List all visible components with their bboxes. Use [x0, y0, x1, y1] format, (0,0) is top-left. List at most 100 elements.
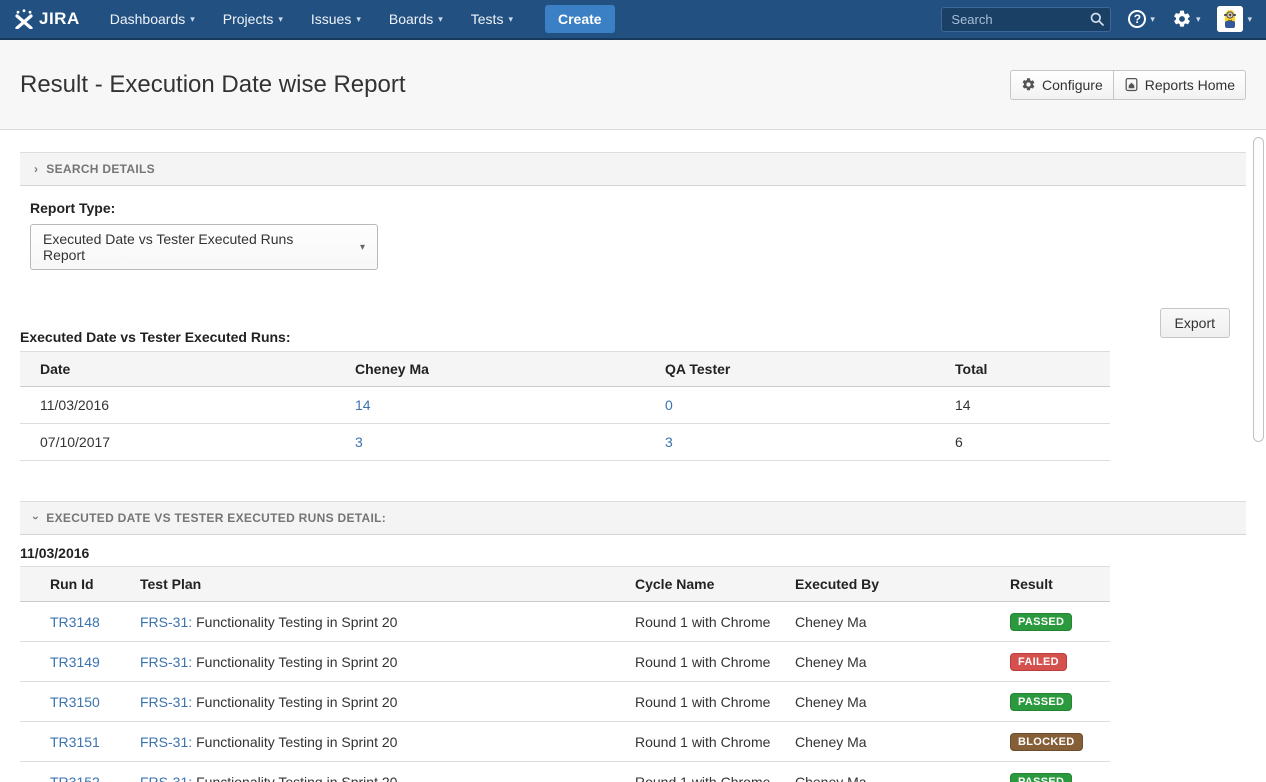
- chevron-down-icon: ▾: [508, 15, 513, 24]
- create-button[interactable]: Create: [545, 5, 615, 33]
- summary-date: 11/03/2016: [20, 387, 345, 424]
- run-count-link[interactable]: 3: [665, 434, 673, 450]
- chevron-down-icon: ▾: [360, 242, 365, 253]
- nav-item-dashboards[interactable]: Dashboards ▾: [96, 0, 209, 38]
- run-count-link[interactable]: 14: [355, 397, 371, 413]
- table-row: TR3150 FRS-31:Functionality Testing in S…: [20, 682, 1110, 722]
- chevron-down-icon: ▾: [438, 15, 443, 24]
- nav-item-label: Tests: [471, 11, 504, 27]
- detail-section-toggle[interactable]: › EXECUTED DATE VS TESTER EXECUTED RUNS …: [20, 501, 1246, 535]
- nav-right-tools: ? ▾ ▾ ▾: [941, 6, 1252, 32]
- test-plan-name: Functionality Testing in Sprint 20: [196, 694, 397, 710]
- executed-by: Cheney Ma: [785, 602, 1000, 642]
- gear-icon: [1172, 9, 1192, 29]
- nav-item-tests[interactable]: Tests ▾: [457, 0, 527, 38]
- column-header-total: Total: [945, 352, 1110, 387]
- summary-table: Date Cheney Ma QA Tester Total 11/03/201…: [20, 351, 1110, 461]
- report-type-label: Report Type:: [30, 200, 1246, 216]
- test-plan-link[interactable]: FRS-31:: [140, 734, 192, 750]
- report-type-field: Report Type: Executed Date vs Tester Exe…: [30, 200, 1246, 270]
- main-content: › SEARCH DETAILS Report Type: Executed D…: [0, 152, 1266, 782]
- chevron-down-icon: ▾: [356, 15, 361, 24]
- gear-icon: [1021, 77, 1036, 92]
- user-menu[interactable]: ▾: [1217, 6, 1252, 32]
- nav-item-label: Projects: [223, 11, 274, 27]
- summary-total: 6: [945, 424, 1110, 461]
- reports-home-icon: [1124, 77, 1139, 92]
- summary-date: 07/10/2017: [20, 424, 345, 461]
- detail-table: Run Id Test Plan Cycle Name Executed By …: [20, 566, 1110, 782]
- column-header-executed-by: Executed By: [785, 567, 1000, 602]
- test-plan-link[interactable]: FRS-31:: [140, 614, 192, 630]
- report-type-select[interactable]: Executed Date vs Tester Executed Runs Re…: [30, 224, 378, 270]
- cycle-name: Round 1 with Chrome: [625, 642, 785, 682]
- detail-group-date: 11/03/2016: [20, 545, 1246, 561]
- table-row: TR3152 FRS-31:Functionality Testing in S…: [20, 762, 1110, 782]
- status-badge: PASSED: [1010, 773, 1072, 782]
- test-plan-name: Functionality Testing in Sprint 20: [196, 734, 397, 750]
- settings-menu[interactable]: ▾: [1172, 9, 1201, 29]
- header-button-group: Configure Reports Home: [1010, 70, 1246, 100]
- table-row: TR3151 FRS-31:Functionality Testing in S…: [20, 722, 1110, 762]
- detail-header-row: Run Id Test Plan Cycle Name Executed By …: [20, 567, 1110, 602]
- table-row: 07/10/2017 3 3 6: [20, 424, 1110, 461]
- vertical-scrollbar-thumb[interactable]: [1253, 137, 1264, 442]
- cycle-name: Round 1 with Chrome: [625, 682, 785, 722]
- table-row: TR3148 FRS-31:Functionality Testing in S…: [20, 602, 1110, 642]
- run-id-link[interactable]: TR3151: [50, 734, 100, 750]
- top-navigation-bar: JIRA Dashboards ▾ Projects ▾ Issues ▾ Bo…: [0, 0, 1266, 40]
- column-header-result: Result: [1000, 567, 1110, 602]
- column-header-qa-tester: QA Tester: [655, 352, 945, 387]
- jira-logo[interactable]: JIRA: [14, 9, 80, 29]
- avatar: [1217, 6, 1243, 32]
- jira-logo-icon: [14, 9, 34, 29]
- run-id-link[interactable]: TR3148: [50, 614, 100, 630]
- configure-button[interactable]: Configure: [1010, 70, 1113, 100]
- search-input[interactable]: [941, 7, 1111, 32]
- executed-by: Cheney Ma: [785, 722, 1000, 762]
- test-plan-link[interactable]: FRS-31:: [140, 774, 192, 782]
- run-id-link[interactable]: TR3152: [50, 774, 100, 782]
- nav-item-issues[interactable]: Issues ▾: [297, 0, 375, 38]
- jira-logo-text: JIRA: [39, 9, 80, 29]
- nav-item-projects[interactable]: Projects ▾: [209, 0, 297, 38]
- run-count-link[interactable]: 0: [665, 397, 673, 413]
- nav-item-boards[interactable]: Boards ▾: [375, 0, 457, 38]
- table-row: TR3149 FRS-31:Functionality Testing in S…: [20, 642, 1110, 682]
- column-header-test-plan: Test Plan: [130, 567, 625, 602]
- summary-total: 14: [945, 387, 1110, 424]
- nav-item-label: Issues: [311, 11, 351, 27]
- executed-by: Cheney Ma: [785, 642, 1000, 682]
- page-title: Result - Execution Date wise Report: [20, 71, 406, 99]
- chevron-down-icon: ▾: [1150, 15, 1155, 24]
- executed-by: Cheney Ma: [785, 762, 1000, 782]
- search-icon[interactable]: [1090, 12, 1104, 26]
- minion-avatar-icon: [1217, 6, 1243, 32]
- run-id-link[interactable]: TR3150: [50, 694, 100, 710]
- export-button[interactable]: Export: [1160, 308, 1230, 338]
- help-menu[interactable]: ? ▾: [1128, 10, 1155, 28]
- nav-item-label: Boards: [389, 11, 433, 27]
- test-plan-link[interactable]: FRS-31:: [140, 654, 192, 670]
- status-badge: PASSED: [1010, 693, 1072, 711]
- cycle-name: Round 1 with Chrome: [625, 762, 785, 782]
- chevron-down-icon: ▾: [1196, 15, 1201, 24]
- chevron-right-icon: ›: [34, 162, 38, 176]
- test-plan-link[interactable]: FRS-31:: [140, 694, 192, 710]
- test-plan-name: Functionality Testing in Sprint 20: [196, 654, 397, 670]
- chevron-down-icon: ▾: [278, 15, 283, 24]
- run-id-link[interactable]: TR3149: [50, 654, 100, 670]
- nav-item-label: Dashboards: [110, 11, 186, 27]
- run-count-link[interactable]: 3: [355, 434, 363, 450]
- summary-table-caption: Executed Date vs Tester Executed Runs:: [20, 329, 1246, 345]
- chevron-down-icon: ▾: [190, 15, 195, 24]
- search-details-toggle[interactable]: › SEARCH DETAILS: [20, 152, 1246, 186]
- cycle-name: Round 1 with Chrome: [625, 722, 785, 762]
- report-type-selected-value: Executed Date vs Tester Executed Runs Re…: [43, 231, 334, 263]
- cycle-name: Round 1 with Chrome: [625, 602, 785, 642]
- summary-header-row: Date Cheney Ma QA Tester Total: [20, 352, 1110, 387]
- status-badge: BLOCKED: [1010, 733, 1083, 751]
- reports-home-button[interactable]: Reports Home: [1113, 70, 1246, 100]
- page-header: Result - Execution Date wise Report Conf…: [0, 40, 1266, 130]
- executed-by: Cheney Ma: [785, 682, 1000, 722]
